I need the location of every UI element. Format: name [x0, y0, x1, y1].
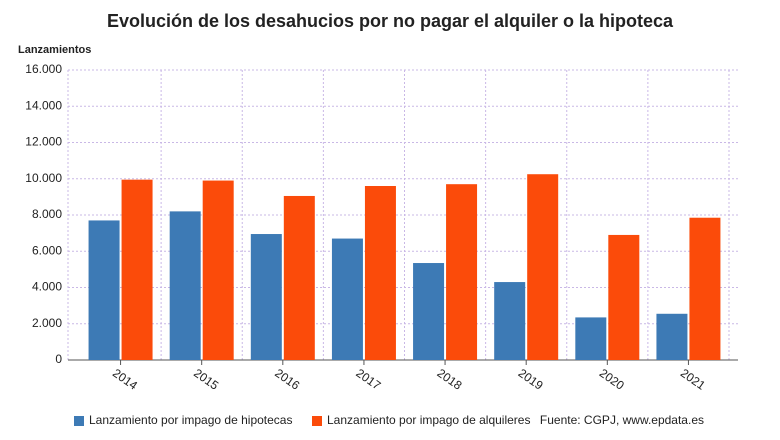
x-tick-label: 2015	[191, 366, 221, 393]
x-tick-label: 2019	[516, 366, 546, 393]
bar	[331, 238, 363, 360]
bar	[121, 179, 153, 360]
bar	[202, 180, 234, 360]
legend-label: Lanzamiento por impago de alquileres	[327, 413, 530, 427]
y-tick-label: 0	[55, 352, 62, 366]
y-tick-label: 10.000	[25, 171, 62, 185]
bar	[494, 282, 526, 360]
bar	[283, 195, 315, 360]
source: Fuente: CGPJ, www.epdata.es	[540, 413, 704, 427]
bar	[250, 234, 282, 360]
bar	[446, 184, 478, 360]
bar	[689, 217, 721, 360]
y-tick-label: 8.000	[32, 207, 62, 221]
y-tick-label: 16.000	[25, 62, 62, 76]
bar	[169, 211, 201, 360]
bar	[656, 313, 688, 360]
y-axis-label: Lanzamientos	[18, 44, 91, 56]
x-tick-label: 2017	[353, 366, 383, 393]
y-tick-label: 12.000	[25, 135, 62, 149]
y-tick-label: 14.000	[25, 98, 62, 112]
x-tick-label: 2018	[435, 366, 465, 393]
legend-swatch	[74, 416, 84, 426]
x-tick-label: 2014	[110, 366, 140, 393]
bar	[575, 317, 607, 360]
x-tick-label: 2020	[597, 366, 627, 393]
x-tick-label: 2016	[272, 366, 302, 393]
bar	[608, 234, 640, 360]
chart-title: Evolución de los desahucios por no pagar…	[107, 11, 674, 31]
y-tick-label: 2.000	[32, 316, 62, 330]
bar	[527, 174, 559, 360]
legend-swatch	[312, 416, 322, 426]
y-tick-label: 6.000	[32, 243, 62, 257]
legend-label: Lanzamiento por impago de hipotecas	[89, 413, 292, 427]
bar	[413, 263, 445, 360]
bar	[88, 220, 120, 360]
x-tick-label: 2021	[678, 366, 708, 393]
bar	[364, 186, 396, 360]
y-tick-label: 4.000	[32, 280, 62, 294]
